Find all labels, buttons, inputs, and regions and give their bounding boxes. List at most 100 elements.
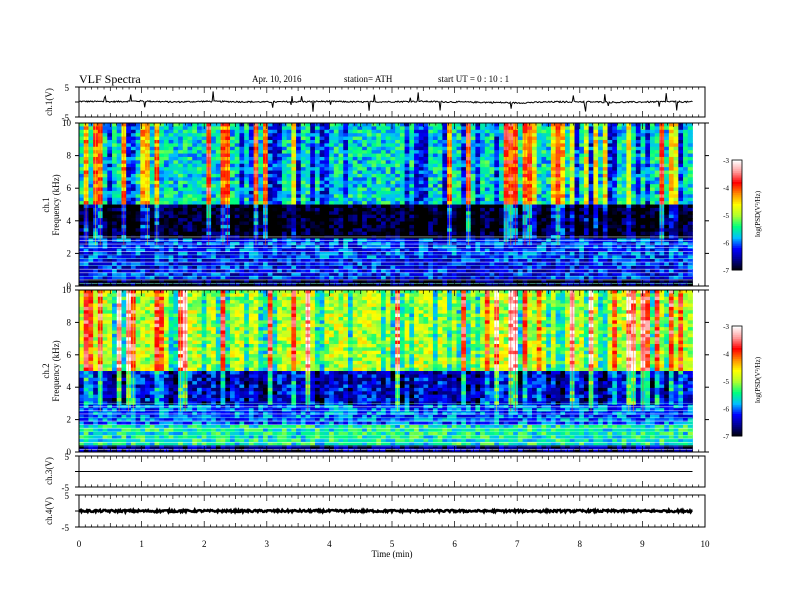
spectrogram-cell (347, 279, 354, 284)
spectrogram-cell (168, 272, 174, 277)
spectrogram-cell (489, 248, 495, 253)
spectrogram-cell (173, 272, 179, 277)
spectrogram-cell (149, 153, 155, 158)
spectrogram-cell (541, 190, 547, 195)
spectrogram-cell (314, 241, 321, 246)
spectrogram-cell (281, 197, 288, 202)
spectrogram-cell (362, 160, 368, 165)
spectrogram-cell (130, 265, 137, 270)
spectrogram-cell (366, 265, 372, 270)
spectrogram-cell (494, 129, 500, 134)
spectrogram-cell (541, 143, 547, 148)
spectrogram-cell (489, 184, 495, 188)
spectrogram-cell (126, 221, 132, 226)
spectrogram-cell (494, 187, 500, 192)
spectrogram-cell (88, 126, 94, 131)
spectrogram-cell (88, 146, 94, 151)
spectrogram-cell (565, 163, 571, 168)
spectrogram-cell (437, 143, 443, 148)
spectrogram-cell (550, 201, 557, 205)
spectrogram-cell (234, 160, 240, 165)
spectrogram-cell (555, 262, 561, 267)
spectrogram-cell (159, 258, 165, 263)
spectrogram-cell (362, 187, 368, 192)
spectrogram-cell (366, 269, 372, 273)
spectrogram-cell (470, 136, 476, 141)
spectrogram-cell (423, 197, 429, 202)
spectrogram-cell (517, 153, 523, 158)
spectrogram-cell (154, 269, 160, 273)
spectrogram-cell (248, 133, 255, 137)
spectrogram-cell (291, 190, 297, 195)
spectrogram-cell (272, 163, 278, 168)
spectrogram-cell (83, 262, 89, 267)
spectrogram-cell (258, 265, 264, 270)
spectrogram-cell (404, 245, 410, 250)
spectrogram-cell (135, 207, 141, 212)
spectrogram-cell (168, 177, 174, 182)
spectrogram-cell (135, 173, 141, 178)
spectrogram-cell (215, 228, 221, 233)
spectrogram-cell (206, 272, 212, 277)
spectrogram-cell (329, 194, 335, 199)
spectrogram-cell (371, 187, 377, 192)
spectrogram-cell (272, 160, 278, 165)
spectrogram-cell (168, 190, 174, 195)
spectrogram-cell (343, 241, 349, 246)
spectrogram-cell (168, 218, 174, 222)
spectrogram-cell (409, 143, 415, 148)
spectrogram-cell (159, 231, 165, 236)
spectrogram-cell (192, 133, 198, 137)
spectrogram-cell (277, 136, 283, 141)
spectrogram-cell (480, 160, 486, 165)
spectrogram-cell (291, 139, 297, 144)
spectrogram-cell (159, 187, 165, 192)
spectrogram-cell (461, 269, 467, 273)
spectrogram-cell (107, 143, 113, 148)
spectrogram-cell (149, 275, 155, 280)
spectrogram-cell (338, 184, 344, 188)
spectrogram-cell (79, 177, 85, 182)
spectrogram-cell (333, 184, 339, 188)
spectrogram-cell (371, 211, 377, 216)
spectrogram-cell (437, 173, 443, 178)
spectrogram-cell (560, 163, 566, 168)
spectrogram-cell (149, 241, 155, 246)
spectrogram-cell (409, 228, 415, 233)
spectrogram-cell (399, 143, 406, 148)
spectrogram-cell (145, 269, 151, 273)
spectrogram-cell (484, 187, 490, 192)
spectrogram-cell (338, 146, 344, 151)
spectrogram-cell (423, 214, 429, 219)
spectrogram-cell (550, 224, 557, 229)
spectrogram-cell (489, 133, 495, 137)
spectrogram-cell (338, 224, 344, 229)
spectrogram-cell (182, 187, 188, 192)
spectrogram-cell (234, 279, 240, 284)
spectrogram-cell (149, 224, 155, 229)
spectrogram-cell (475, 177, 481, 182)
spectrogram-cell (79, 146, 85, 151)
spectrogram-cell (461, 221, 467, 226)
spectrogram-cell (300, 201, 306, 205)
spectrogram-cell (550, 245, 557, 250)
spectrogram-cell (277, 201, 283, 205)
spectrogram-cell (215, 214, 221, 219)
spectrogram-cell (310, 123, 316, 127)
spectrogram-cell (357, 282, 363, 287)
spectrogram-cell (338, 153, 344, 158)
spectrogram-cell (300, 184, 306, 188)
spectrogram-cell (277, 197, 283, 202)
spectrogram-cell (371, 279, 377, 284)
spectrogram-cell (461, 126, 467, 131)
spectrogram-cell (300, 170, 306, 175)
spectrogram-cell (225, 252, 231, 256)
spectrogram-cell (102, 139, 108, 144)
spectrogram-cell (484, 245, 490, 250)
spectrogram-cell (79, 126, 85, 131)
spectrogram-cell (196, 190, 203, 195)
spectrogram-cell (187, 133, 193, 137)
spectrogram-cell (347, 248, 354, 253)
spectrogram-cell (338, 190, 344, 195)
spectrogram-cell (550, 228, 557, 233)
